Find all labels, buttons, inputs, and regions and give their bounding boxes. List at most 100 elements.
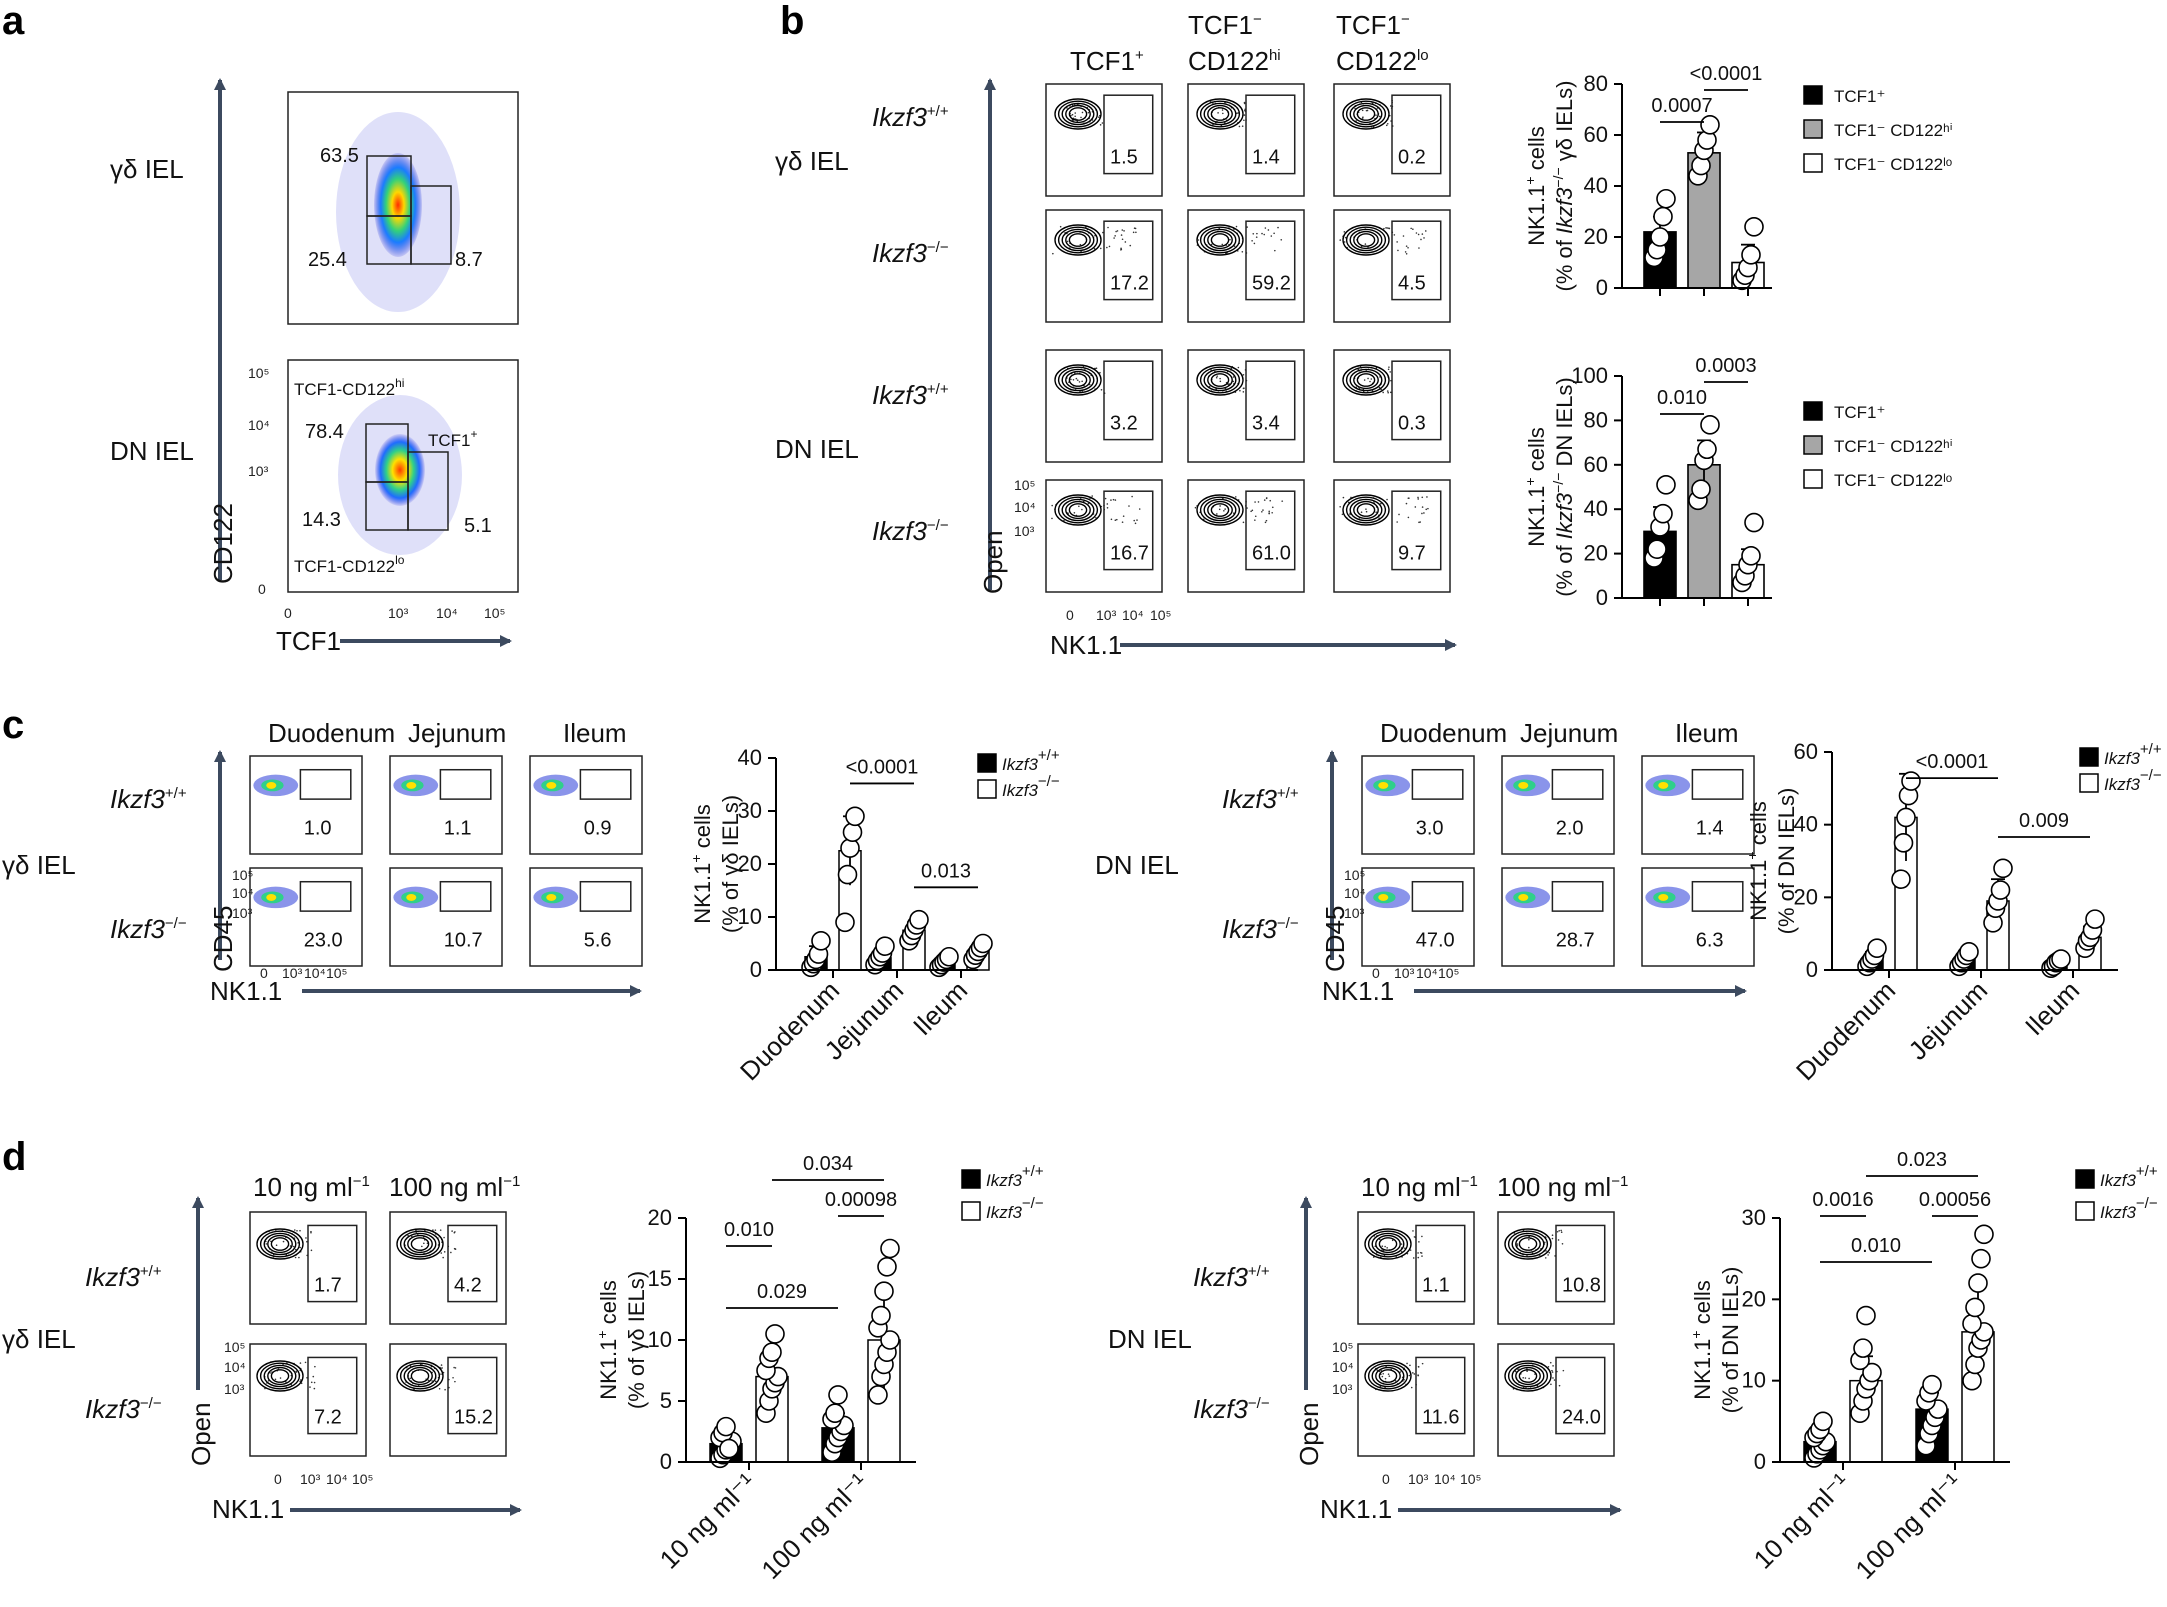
data-point [1647,539,1667,559]
data-point [868,1385,888,1405]
data-point [1968,1273,1988,1293]
gate-value: 78.4 [305,421,344,443]
row-label-genotype: Ikzf3+/+ [1222,784,1299,814]
flow-plot: 16.7 [1045,479,1163,593]
data-point [1896,807,1916,828]
data-point [2051,949,2071,969]
column-header: TCF1− [1336,10,1410,40]
panel-letter-d: d [2,1135,26,1179]
y-tick-label: 5 [660,1388,672,1413]
p-value: 0.023 [1897,1149,1947,1171]
svg-text:10⁵: 10⁵ [1014,477,1035,493]
data-point [1893,833,1914,853]
tick-label: 10⁵ [1438,965,1459,981]
gate-value: 1.7 [314,1275,342,1297]
y-axis-label-open: Open [978,530,1008,594]
gate-value: 8.7 [455,249,483,271]
y-tick-label: 20 [1742,1286,1766,1311]
tick-label: 10⁴ [304,965,326,981]
legend-swatch [1803,85,1823,105]
y-axis-title: (% of Ikzf3−/− DN IELs) [1550,377,1577,597]
gate-value: 23.0 [304,929,343,951]
y-tick-label: 0 [750,957,762,982]
svg-text:TCF1+: TCF1+ [428,427,478,450]
tick-label: 10³ [1332,1381,1353,1397]
flow-plot: 1.4 [1641,755,1755,855]
x-tick-label: Ileum [907,975,973,1041]
gate-value: 1.0 [304,817,332,839]
p-value: 0.0003 [1695,355,1756,377]
legend-label: TCF1⁺ [1834,403,1885,422]
legend-label: TCF1⁻ CD122ˡᵒ [1834,471,1952,490]
panel-c: c γδ IEL DN IEL Duodenum Jejunum Ileum Ikzf… [2,703,1755,1006]
p-value: 0.010 [724,1219,774,1241]
legend-label: TCF1⁺ [1834,87,1885,106]
gate-value: 9.7 [1398,543,1426,565]
tick-label: 10⁴ [224,1359,246,1375]
panel-b: b TCF1+ TCF1− CD122hi TCF1− CD122lo γδ IEL D… [775,0,1457,660]
flow-plot: 6.3 [1641,867,1755,967]
gate-value: 0.2 [1398,147,1426,169]
y-tick-label: 10 [648,1327,672,1352]
flow-plot: 7.2 [249,1343,367,1457]
y-axis-title: NK1.1+ cells [688,804,715,923]
legend-label: Ikzf3+/+ [1002,747,1060,774]
flow-plot: 59.2 [1187,209,1305,323]
flow-grid-c-right: Duodenum Jejunum Ileum Ikzf3+/+ Ikzf3−/− 3.0 2… [1222,718,1755,1006]
x-tick-label: 10 ng ml⁻¹ [654,1467,762,1575]
column-header: Ileum [563,718,627,748]
legend-swatch [1803,435,1823,455]
gate-value: 15.2 [454,1407,493,1429]
svg-text:TCF1-CD122lo: TCF1-CD122lo [294,553,405,576]
column-header: 10 ng ml−1 [1361,1172,1478,1202]
data-point [716,1416,736,1437]
svg-text:10³: 10³ [248,463,269,479]
data-point [1990,880,2011,900]
svg-text:10⁴: 10⁴ [1014,499,1036,515]
y-tick-label: 100 [1571,363,1608,388]
tick-label: 10⁵ [1460,1471,1481,1487]
data-point [1656,474,1676,495]
gate-value: 11.6 [1422,1407,1459,1429]
y-tick-label: 0 [1596,585,1608,610]
flow-grid-c-left: Duodenum Jejunum Ileum Ikzf3+/+ Ikzf3−/− 1.0 1… [110,718,643,1006]
y-tick-label: 40 [1584,496,1608,521]
legend-swatch [961,1169,981,1189]
y-axis-title: NK1.1+ cells [1522,126,1549,245]
tick-label: 10³ [282,965,303,981]
data-point [1867,938,1887,959]
flow-plot: 10.8 [1497,1211,1615,1325]
tick-label: 0 [1382,1471,1390,1487]
flow-plot: 1.5 [1045,83,1163,197]
flow-plot: 1.4 [1187,83,1305,197]
data-point [1962,1313,1982,1334]
gate-value: 1.5 [1110,147,1138,169]
legend-label: Ikzf3+/+ [2100,1163,2158,1190]
x-tick-label: Duodenum [1790,975,1901,1086]
gate-value: 24.0 [1562,1407,1601,1429]
p-value: 0.029 [757,1281,807,1303]
flow-plot: 24.0 [1497,1343,1615,1457]
svg-text:0: 0 [284,605,292,621]
data-point [762,1342,782,1362]
tick-label: 10⁵ [352,1471,373,1487]
legend-label: Ikzf3−/− [2100,1195,2158,1222]
y-tick-label: 10 [1742,1368,1766,1393]
row-labels-b: Ikzf3+/+ Ikzf3−/− Ikzf3+/+ Ikzf3−/− [872,102,949,546]
tick-label: 10⁴ [326,1471,348,1487]
y-tick-label: 30 [738,798,762,823]
gate-value: 5.6 [584,929,612,951]
panel-a: a γδ IEL DN IEL CD122 TCF1 63.5 25.4 8.7 [2,0,519,656]
panel-letter-c: c [2,703,24,747]
p-value: 0.009 [2019,810,2069,832]
tick-label: 10³ [1394,965,1415,981]
column-header: Duodenum [268,718,395,748]
data-point [880,1330,900,1350]
row-label-genotype: Ikzf3−/− [872,238,949,268]
y-axis-title: (% of DN IELs) [1718,1267,1743,1414]
data-point [877,1257,897,1277]
y-tick-label: 0 [1596,275,1608,300]
data-point [1650,227,1670,247]
legend-label: Ikzf3−/− [986,1195,1044,1222]
tick-label: 0 [274,1471,282,1487]
